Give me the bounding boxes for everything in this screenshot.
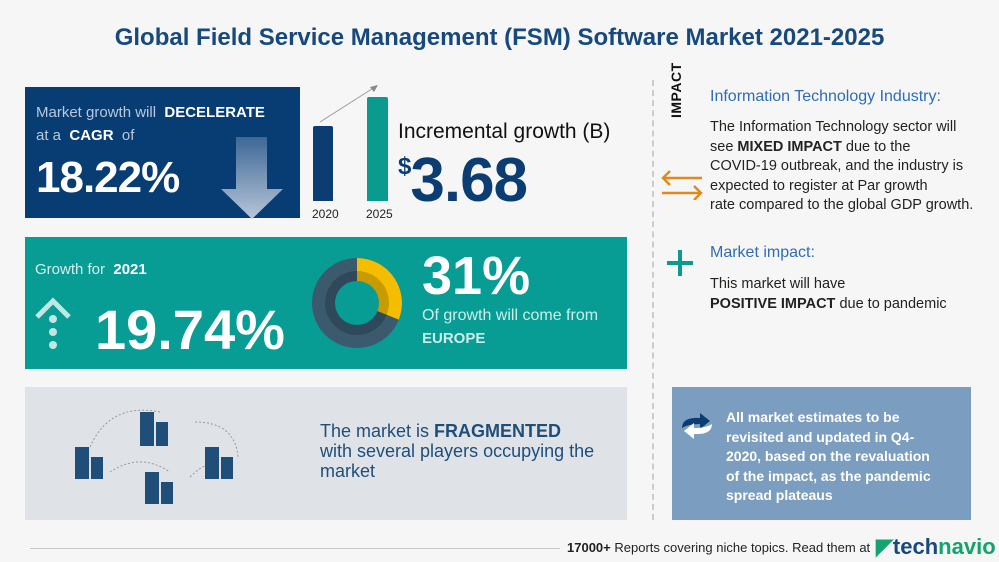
industry-text: The Information Technology sector will s… bbox=[710, 119, 974, 214]
growth-label: Growth for 2021 bbox=[35, 261, 147, 278]
page-title: Global Field Service Management (FSM) So… bbox=[114, 24, 885, 51]
cagr-text-1: Market growth will DECELERATE bbox=[36, 104, 265, 121]
plus-icon bbox=[667, 250, 693, 276]
market-impact-heading: Market impact: bbox=[710, 244, 815, 261]
buildings-network-icon bbox=[75, 409, 239, 504]
impact-label: IMPACT bbox=[668, 62, 684, 118]
market-fragmented-text: The market is FRAGMENTED with several pla… bbox=[320, 421, 595, 481]
region-share: 31% bbox=[422, 246, 531, 306]
bar-label-2025: 2025 bbox=[366, 207, 393, 221]
industry-heading: Information Technology Industry: bbox=[710, 88, 941, 105]
bar-2025 bbox=[367, 97, 388, 201]
trend-arrow-icon bbox=[319, 85, 378, 123]
refresh-icon bbox=[682, 413, 712, 439]
up-arrow-icon bbox=[35, 297, 71, 349]
cagr-text-2: at a CAGR of bbox=[36, 127, 135, 144]
exchange-arrows-icon bbox=[661, 170, 703, 200]
region-name: EUROPE bbox=[422, 330, 486, 347]
note-panel: All market estimates to be revisited and… bbox=[672, 387, 971, 520]
divider bbox=[652, 80, 654, 520]
cagr-panel: Market growth will DECELERATE at a CAGR … bbox=[25, 87, 300, 219]
europe-share-donut bbox=[312, 258, 402, 348]
incremental-growth-label: Incremental growth (B) bbox=[398, 120, 611, 143]
market-structure-panel: The market is FRAGMENTED with several pla… bbox=[25, 387, 627, 520]
incremental-growth-value: $3.68 bbox=[398, 146, 528, 215]
note-text: All market estimates to be revisited and… bbox=[726, 409, 931, 504]
cagr-value: 18.22% bbox=[36, 153, 180, 202]
down-arrow-icon bbox=[221, 137, 283, 219]
footer-text: 17000+ Reports covering niche topics. Re… bbox=[567, 540, 871, 555]
technavio-logo[interactable]: ◤technavio bbox=[876, 534, 996, 559]
bar-label-2020: 2020 bbox=[312, 207, 339, 221]
region-text: Of growth will come from bbox=[422, 307, 599, 324]
footer-rule bbox=[30, 548, 560, 549]
growth-value: 19.74% bbox=[95, 298, 285, 361]
growth-panel: Growth for 2021 19.74% 31% Of growth wil… bbox=[25, 237, 627, 369]
market-impact-text: This market will have POSITIVE IMPACT du… bbox=[710, 276, 947, 312]
bar-2020 bbox=[313, 126, 333, 201]
